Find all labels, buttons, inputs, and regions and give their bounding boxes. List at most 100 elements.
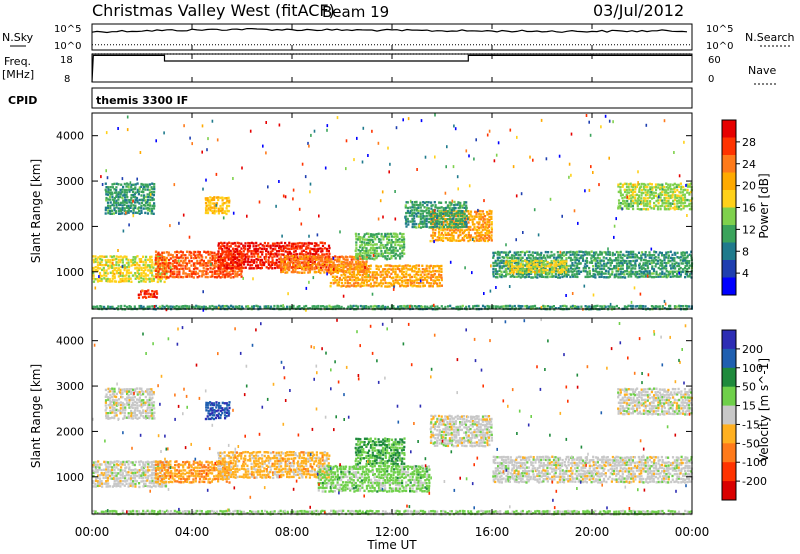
heatmap-cell — [387, 271, 390, 274]
heatmap-cell — [248, 255, 251, 258]
heatmap-cell — [394, 281, 397, 284]
heatmap-cell — [113, 460, 116, 463]
heatmap-cell — [201, 262, 204, 265]
heatmap-cell — [500, 273, 504, 276]
heatmap-cell — [517, 259, 520, 262]
heatmap-cell — [679, 191, 682, 194]
heatmap-cell — [619, 273, 622, 276]
heatmap-cell — [405, 220, 408, 223]
heatmap-cell — [311, 305, 314, 308]
heatmap-cell — [130, 201, 133, 205]
heatmap-cell — [453, 208, 456, 212]
heatmap-cell — [484, 237, 487, 240]
heatmap-cell — [130, 196, 133, 200]
heatmap-cell — [271, 242, 275, 245]
heatmap-cell — [250, 260, 254, 263]
heatmap-cell — [619, 207, 622, 210]
heatmap-cell — [143, 292, 146, 295]
heatmap-cell — [626, 199, 629, 203]
heatmap-speck — [101, 183, 104, 186]
heatmap-speck — [303, 267, 305, 271]
heatmap-cell — [636, 200, 639, 203]
heatmap-cell — [186, 250, 189, 253]
heatmap-cell — [136, 199, 139, 202]
heatmap-cell — [399, 247, 402, 250]
heatmap-cell — [399, 284, 402, 288]
heatmap-cell — [449, 229, 452, 232]
heatmap-cell — [105, 480, 108, 483]
heatmap-cell — [474, 304, 477, 308]
heatmap-cell — [190, 256, 193, 259]
heatmap-cell — [417, 206, 420, 209]
heatmap-cell — [454, 206, 457, 210]
heatmap-cell — [98, 466, 101, 469]
heatmap-cell — [197, 256, 200, 259]
heatmap-cell — [665, 202, 668, 205]
heatmap-cell — [125, 201, 128, 204]
heatmap-cell — [144, 199, 147, 202]
heatmap-cell — [346, 282, 350, 285]
heatmap-cell — [652, 268, 656, 271]
heatmap-cell — [320, 250, 323, 253]
heatmap-cell — [315, 267, 318, 270]
heatmap-cell — [690, 250, 693, 253]
heatmap-cell — [194, 272, 197, 276]
heatmap-cell — [375, 233, 378, 236]
heatmap-cell — [456, 305, 459, 309]
heatmap-cell — [211, 258, 214, 262]
heatmap-cell — [584, 275, 587, 279]
heatmap-cell — [394, 238, 397, 241]
heatmap-cell — [361, 267, 364, 270]
heatmap-cell — [113, 207, 116, 210]
heatmap-speck — [379, 199, 382, 203]
heatmap-cell — [625, 204, 628, 208]
heatmap-cell — [227, 252, 230, 255]
heatmap-cell — [385, 258, 389, 261]
heatmap-cell — [625, 207, 628, 210]
heatmap-cell — [396, 265, 399, 268]
heatmap-cell — [659, 268, 662, 271]
heatmap-cell — [230, 258, 233, 261]
heatmap-cell — [434, 238, 437, 242]
heatmap-cell — [134, 277, 137, 280]
heatmap-cell — [99, 267, 102, 270]
heatmap-cell — [159, 262, 162, 265]
heatmap-cell — [686, 256, 689, 259]
heatmap-cell — [117, 258, 120, 262]
heatmap-cell — [109, 280, 112, 283]
heatmap-cell — [619, 267, 622, 270]
heatmap-cell — [204, 201, 208, 205]
heatmap-cell — [442, 217, 445, 221]
heatmap-cell — [367, 249, 370, 252]
heatmap-cell — [398, 264, 401, 267]
heatmap-cell — [445, 233, 448, 236]
heatmap-cell — [659, 205, 662, 208]
heatmap-cell — [651, 188, 654, 191]
heatmap-cell — [390, 268, 393, 271]
heatmap-cell — [223, 250, 226, 253]
heatmap-cell — [103, 269, 106, 272]
heatmap-cell — [372, 251, 375, 255]
heatmap-cell — [321, 253, 324, 256]
heatmap-cell — [134, 274, 137, 277]
heatmap-cell — [683, 201, 687, 204]
heatmap-cell — [159, 274, 162, 277]
heatmap-cell — [617, 259, 620, 262]
heatmap-cell — [282, 265, 285, 269]
heatmap-speck — [173, 183, 176, 187]
heatmap-cell — [129, 277, 132, 280]
heatmap-cell — [655, 275, 658, 278]
heatmap-cell — [440, 201, 443, 204]
heatmap-cell — [340, 274, 343, 277]
heatmap-cell — [621, 267, 624, 270]
heatmap-cell — [519, 305, 522, 308]
heatmap-cell — [528, 305, 531, 309]
heatmap-cell — [621, 272, 624, 275]
heatmap-cell — [149, 271, 152, 275]
heatmap-cell — [134, 260, 137, 264]
heatmap-cell — [457, 239, 460, 242]
heatmap-cell — [575, 250, 579, 254]
heatmap-cell — [673, 182, 676, 186]
heatmap-cell — [321, 244, 325, 248]
heatmap-cell — [444, 214, 447, 217]
